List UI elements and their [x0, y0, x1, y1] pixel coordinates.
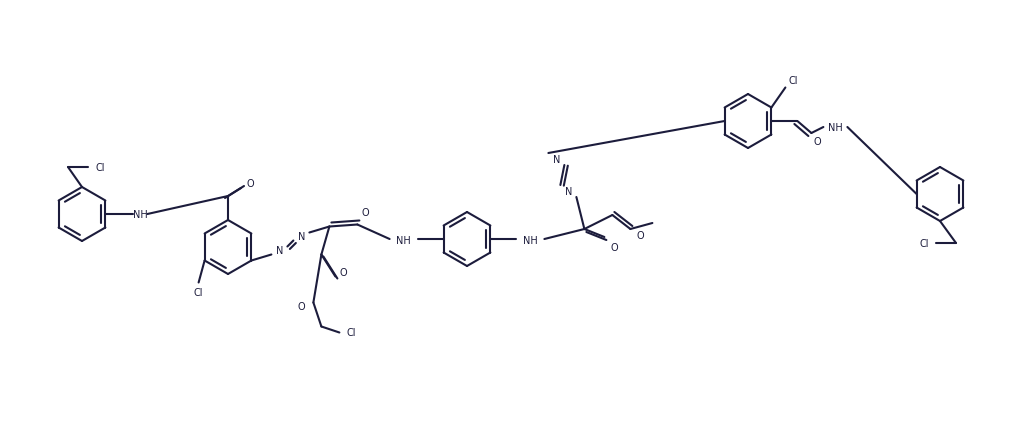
Text: Cl: Cl: [96, 163, 105, 172]
Text: NH: NH: [523, 236, 538, 246]
Text: N: N: [553, 155, 560, 165]
Text: Cl: Cl: [193, 288, 204, 298]
Text: N: N: [297, 232, 305, 242]
Text: O: O: [246, 178, 254, 189]
Text: NH: NH: [828, 123, 843, 133]
Text: O: O: [814, 137, 821, 147]
Text: N: N: [565, 187, 572, 197]
Text: Cl: Cl: [347, 328, 356, 338]
Text: O: O: [610, 243, 618, 252]
Text: NH: NH: [133, 209, 148, 219]
Text: O: O: [340, 268, 347, 278]
Text: O: O: [637, 230, 644, 240]
Text: O: O: [361, 208, 369, 218]
Text: N: N: [276, 246, 283, 256]
Text: Cl: Cl: [919, 239, 929, 249]
Text: O: O: [297, 302, 306, 312]
Text: NH: NH: [396, 236, 411, 246]
Text: Cl: Cl: [788, 75, 799, 85]
